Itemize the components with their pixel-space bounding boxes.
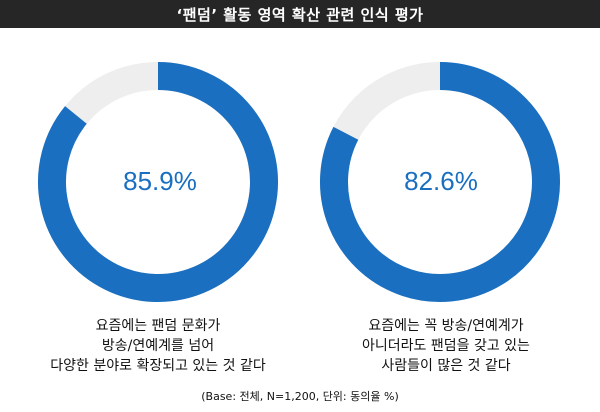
- donut-1-caption: 요즘에는 팬덤 문화가 방송/연예계를 넘어 다양한 분야로 확장되고 있는 것…: [8, 316, 308, 376]
- donut-2-value-arc: [320, 62, 560, 302]
- donut-2-caption: 요즘에는 꼭 방송/연예계가 아니더라도 팬덤을 갖고 있는 사람들이 많은 것…: [296, 316, 596, 376]
- donut-2-caption-line-2: 아니더라도 팬덤을 갖고 있는: [362, 338, 530, 354]
- donut-1-caption-line-3: 다양한 분야로 확장되고 있는 것 같다: [50, 358, 266, 374]
- donut-1-percent-label: 85.9%: [123, 166, 197, 196]
- donut-chart-1: 85.9%: [38, 62, 278, 302]
- donut-2-caption-line-3: 사람들이 많은 것 같다: [381, 358, 511, 374]
- donut-1-caption-line-1: 요즘에는 팬덤 문화가: [95, 318, 221, 334]
- donut-2-percent-label: 82.6%: [404, 166, 478, 196]
- chart-title: ‘팬덤’ 활동 영역 확산 관련 인식 평가: [0, 0, 600, 28]
- donut-1-value-arc: [38, 62, 278, 302]
- donut-charts: 85.9% 82.6%: [38, 62, 560, 302]
- donut-1-caption-line-2: 방송/연예계를 넘어: [101, 338, 215, 354]
- footnote: (Base: 전체, N=1,200, 단위: 동의율 %): [201, 390, 399, 403]
- donut-2-caption-line-1: 요즘에는 꼭 방송/연예계가: [368, 318, 524, 334]
- donut-chart-2: 82.6%: [320, 62, 560, 302]
